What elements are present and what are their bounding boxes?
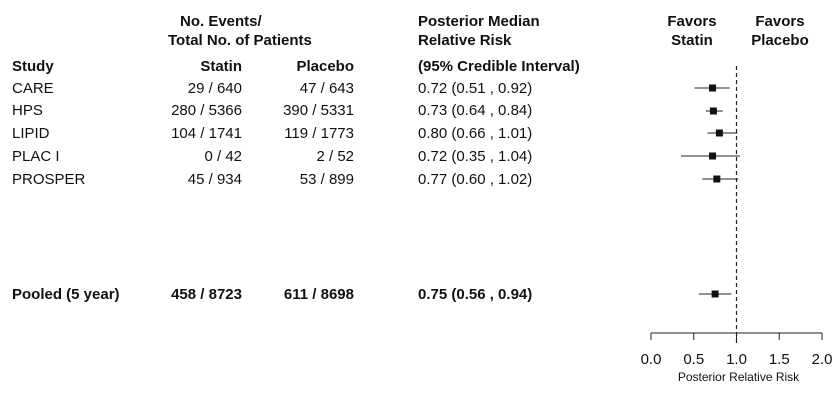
favors-placebo-line2: Placebo xyxy=(751,32,809,49)
row-statin: 45 / 934 xyxy=(187,171,242,188)
row-statin: 29 / 640 xyxy=(187,80,242,97)
study-header: Study xyxy=(12,58,54,75)
pooled-ci-text: 0.75 (0.56 , 0.94) xyxy=(418,286,533,303)
row-ci-text: 0.80 (0.66 , 1.01) xyxy=(418,125,533,142)
placebo-header: Placebo xyxy=(296,58,354,75)
row-ci-text: 0.73 (0.64 , 0.84) xyxy=(418,102,533,119)
row-placebo: 47 / 643 xyxy=(299,80,354,97)
pooled-study: Pooled (5 year) xyxy=(12,286,120,303)
x-tick-label: 2.0 xyxy=(812,351,833,368)
x-axis-label: Posterior Relative Risk xyxy=(678,370,800,384)
row-study: HPS xyxy=(12,102,43,119)
row-study: CARE xyxy=(12,80,54,97)
favors-statin-line1: Favors xyxy=(667,13,717,30)
row-statin: 104 / 1741 xyxy=(171,125,242,142)
row-study: PROSPER xyxy=(12,171,86,188)
row-placebo: 53 / 899 xyxy=(299,171,354,188)
median-marker xyxy=(711,290,719,298)
statin-header: Statin xyxy=(200,58,242,75)
x-tick-label: 0.0 xyxy=(641,351,662,368)
x-tick-label: 1.0 xyxy=(726,351,747,368)
row-ci-text: 0.72 (0.51 , 0.92) xyxy=(418,80,533,97)
median-marker xyxy=(709,84,717,92)
row-placebo: 2 / 52 xyxy=(316,148,354,165)
median-marker xyxy=(709,152,717,160)
x-tick-label: 0.5 xyxy=(683,351,704,368)
row-placebo: 119 / 1773 xyxy=(284,125,354,142)
median-marker xyxy=(713,175,721,183)
median-marker xyxy=(715,129,723,137)
pooled-statin: 458 / 8723 xyxy=(171,286,242,303)
pooled-placebo: 611 / 8698 xyxy=(283,286,354,303)
x-tick-label: 1.5 xyxy=(769,351,790,368)
favors-placebo-line1: Favors xyxy=(755,13,805,30)
row-study: LIPID xyxy=(12,125,50,142)
rr-header-line3: (95% Credible Interval) xyxy=(418,58,580,75)
events-header-line1: No. Events/ xyxy=(180,13,262,30)
rr-header-line1: Posterior Median xyxy=(418,13,540,30)
events-header-line2: Total No. of Patients xyxy=(168,32,312,49)
row-placebo: 390 / 5331 xyxy=(283,102,354,119)
row-statin: 0 / 42 xyxy=(204,148,242,165)
rr-header-line2: Relative Risk xyxy=(418,32,512,49)
row-study: PLAC I xyxy=(12,148,60,165)
median-marker xyxy=(709,107,717,115)
row-ci-text: 0.77 (0.60 , 1.02) xyxy=(418,171,533,188)
row-ci-text: 0.72 (0.35 , 1.04) xyxy=(418,148,533,165)
row-statin: 280 / 5366 xyxy=(171,102,242,119)
favors-statin-line2: Statin xyxy=(671,32,713,49)
